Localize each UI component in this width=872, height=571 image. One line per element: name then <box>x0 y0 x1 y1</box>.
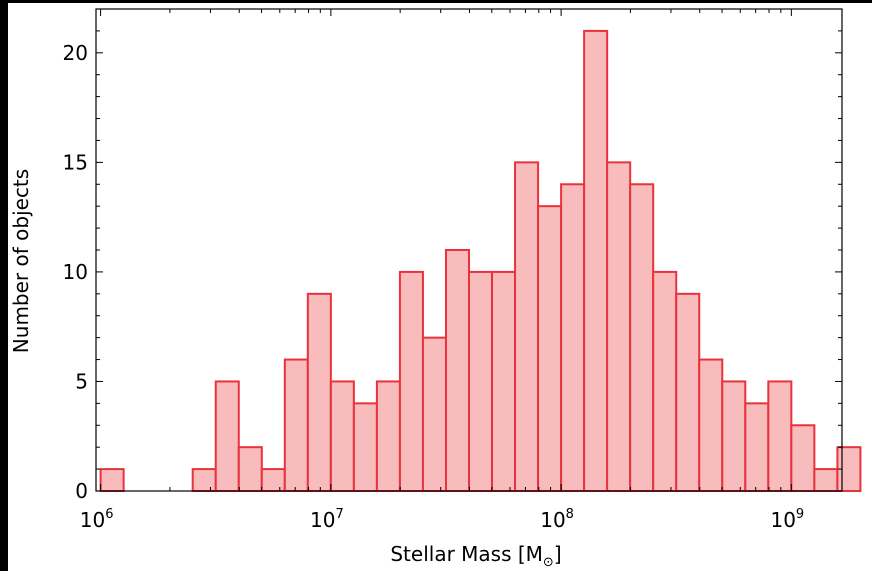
y-tick-label: 10 <box>63 260 88 284</box>
x-tick-label: 108 <box>540 507 574 532</box>
histogram-bar <box>99 468 125 493</box>
x-axis-label-subscript: ⊙ <box>543 555 554 570</box>
y-tick-label: 15 <box>63 150 88 174</box>
x-axis-ticks: 106 107 108 109 <box>80 9 804 532</box>
y-tick-label: 0 <box>75 479 88 503</box>
x-tick-label-base: 10 <box>540 508 565 532</box>
histogram-bar <box>306 292 332 492</box>
histogram-bar <box>468 270 494 492</box>
x-axis-label-main: Stellar Mass [M <box>390 542 543 566</box>
histogram-bar <box>537 205 563 492</box>
histogram-bar <box>214 380 240 493</box>
x-tick-label-base: 10 <box>80 508 105 532</box>
x-tick-label-base: 10 <box>310 508 335 532</box>
x-tick-label: 107 <box>310 507 344 532</box>
histogram-bars <box>99 29 862 493</box>
histogram-bar <box>283 358 309 492</box>
histogram-bar <box>813 468 839 493</box>
histogram-bar <box>675 292 701 492</box>
histogram-bar <box>583 29 609 493</box>
histogram-bar <box>652 270 678 492</box>
histogram-bar <box>606 161 632 492</box>
histogram-bar <box>514 161 540 492</box>
histogram-bar <box>721 380 747 493</box>
x-axis-label: Stellar Mass [M⊙] <box>390 542 561 570</box>
y-tick-label: 5 <box>75 369 88 393</box>
histogram-bar <box>237 446 263 493</box>
y-axis-ticks: 0 5 10 15 20 <box>63 30 842 503</box>
y-axis-label: Number of objects <box>9 169 33 353</box>
histogram-bar <box>191 468 217 493</box>
histogram-bar <box>491 270 517 492</box>
histogram-bar <box>375 380 401 493</box>
y-tick-label: 20 <box>63 41 88 65</box>
histogram-bar <box>398 270 424 492</box>
histogram-bar <box>352 402 378 493</box>
x-tick-label: 106 <box>80 507 114 532</box>
histogram-bar <box>629 183 655 492</box>
histogram-bar <box>560 183 586 492</box>
histogram-bar <box>698 358 724 492</box>
chart-canvas: 0 5 10 15 20 106 107 108 109 Number of objects … <box>8 3 872 571</box>
x-tick-label-base: 10 <box>770 508 795 532</box>
x-axis-label-end: ] <box>554 542 562 566</box>
x-tick-label-exponent: 7 <box>335 507 343 522</box>
x-tick-label-exponent: 9 <box>796 507 804 522</box>
histogram-bar <box>260 468 286 493</box>
x-tick-label-exponent: 6 <box>105 507 113 522</box>
histogram-bar <box>329 380 355 493</box>
x-tick-label: 109 <box>770 507 804 532</box>
histogram-bar <box>744 402 770 493</box>
histogram-bar <box>444 249 471 492</box>
histogram-bar <box>836 446 862 493</box>
histogram-bar <box>790 424 816 493</box>
x-tick-label-exponent: 8 <box>566 507 574 522</box>
histogram-bar <box>767 380 793 493</box>
histogram-bar <box>421 336 447 492</box>
